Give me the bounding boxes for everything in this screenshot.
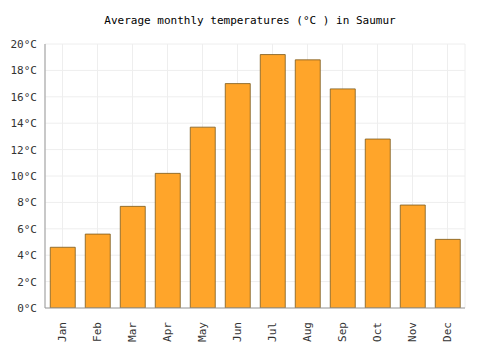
svg-text:Aug: Aug: [301, 322, 314, 342]
svg-text:10°C: 10°C: [11, 170, 38, 183]
svg-text:14°C: 14°C: [11, 117, 38, 130]
svg-text:May: May: [196, 322, 209, 342]
svg-text:Jan: Jan: [56, 322, 69, 342]
svg-text:Oct: Oct: [371, 322, 384, 342]
html-text:Average monthly temperatures (: Average monthly temperatures (°C ) in Sa…: [104, 14, 396, 27]
svg-text:12°C: 12°C: [11, 144, 38, 157]
svg-text:Jul: Jul: [266, 322, 279, 342]
svg-text:6°C: 6°C: [17, 223, 37, 236]
svg-text:Dec: Dec: [441, 322, 454, 342]
svg-text:0°C: 0°C: [17, 302, 37, 315]
svg-text:18°C: 18°C: [11, 64, 38, 77]
svg-text:20°C: 20°C: [11, 38, 38, 51]
svg-text:8°C: 8°C: [17, 196, 37, 209]
svg-text:Apr: Apr: [161, 322, 174, 342]
svg-text:Sep: Sep: [336, 322, 349, 342]
svg-text:Mar: Mar: [126, 322, 139, 342]
svg-text:Nov: Nov: [406, 322, 419, 342]
svg-text:16°C: 16°C: [11, 91, 38, 104]
svg-text:Jun: Jun: [231, 322, 244, 342]
svg-text:Feb: Feb: [91, 322, 104, 342]
svg-text:4°C: 4°C: [17, 249, 37, 262]
svg-text:2°C: 2°C: [17, 276, 37, 289]
